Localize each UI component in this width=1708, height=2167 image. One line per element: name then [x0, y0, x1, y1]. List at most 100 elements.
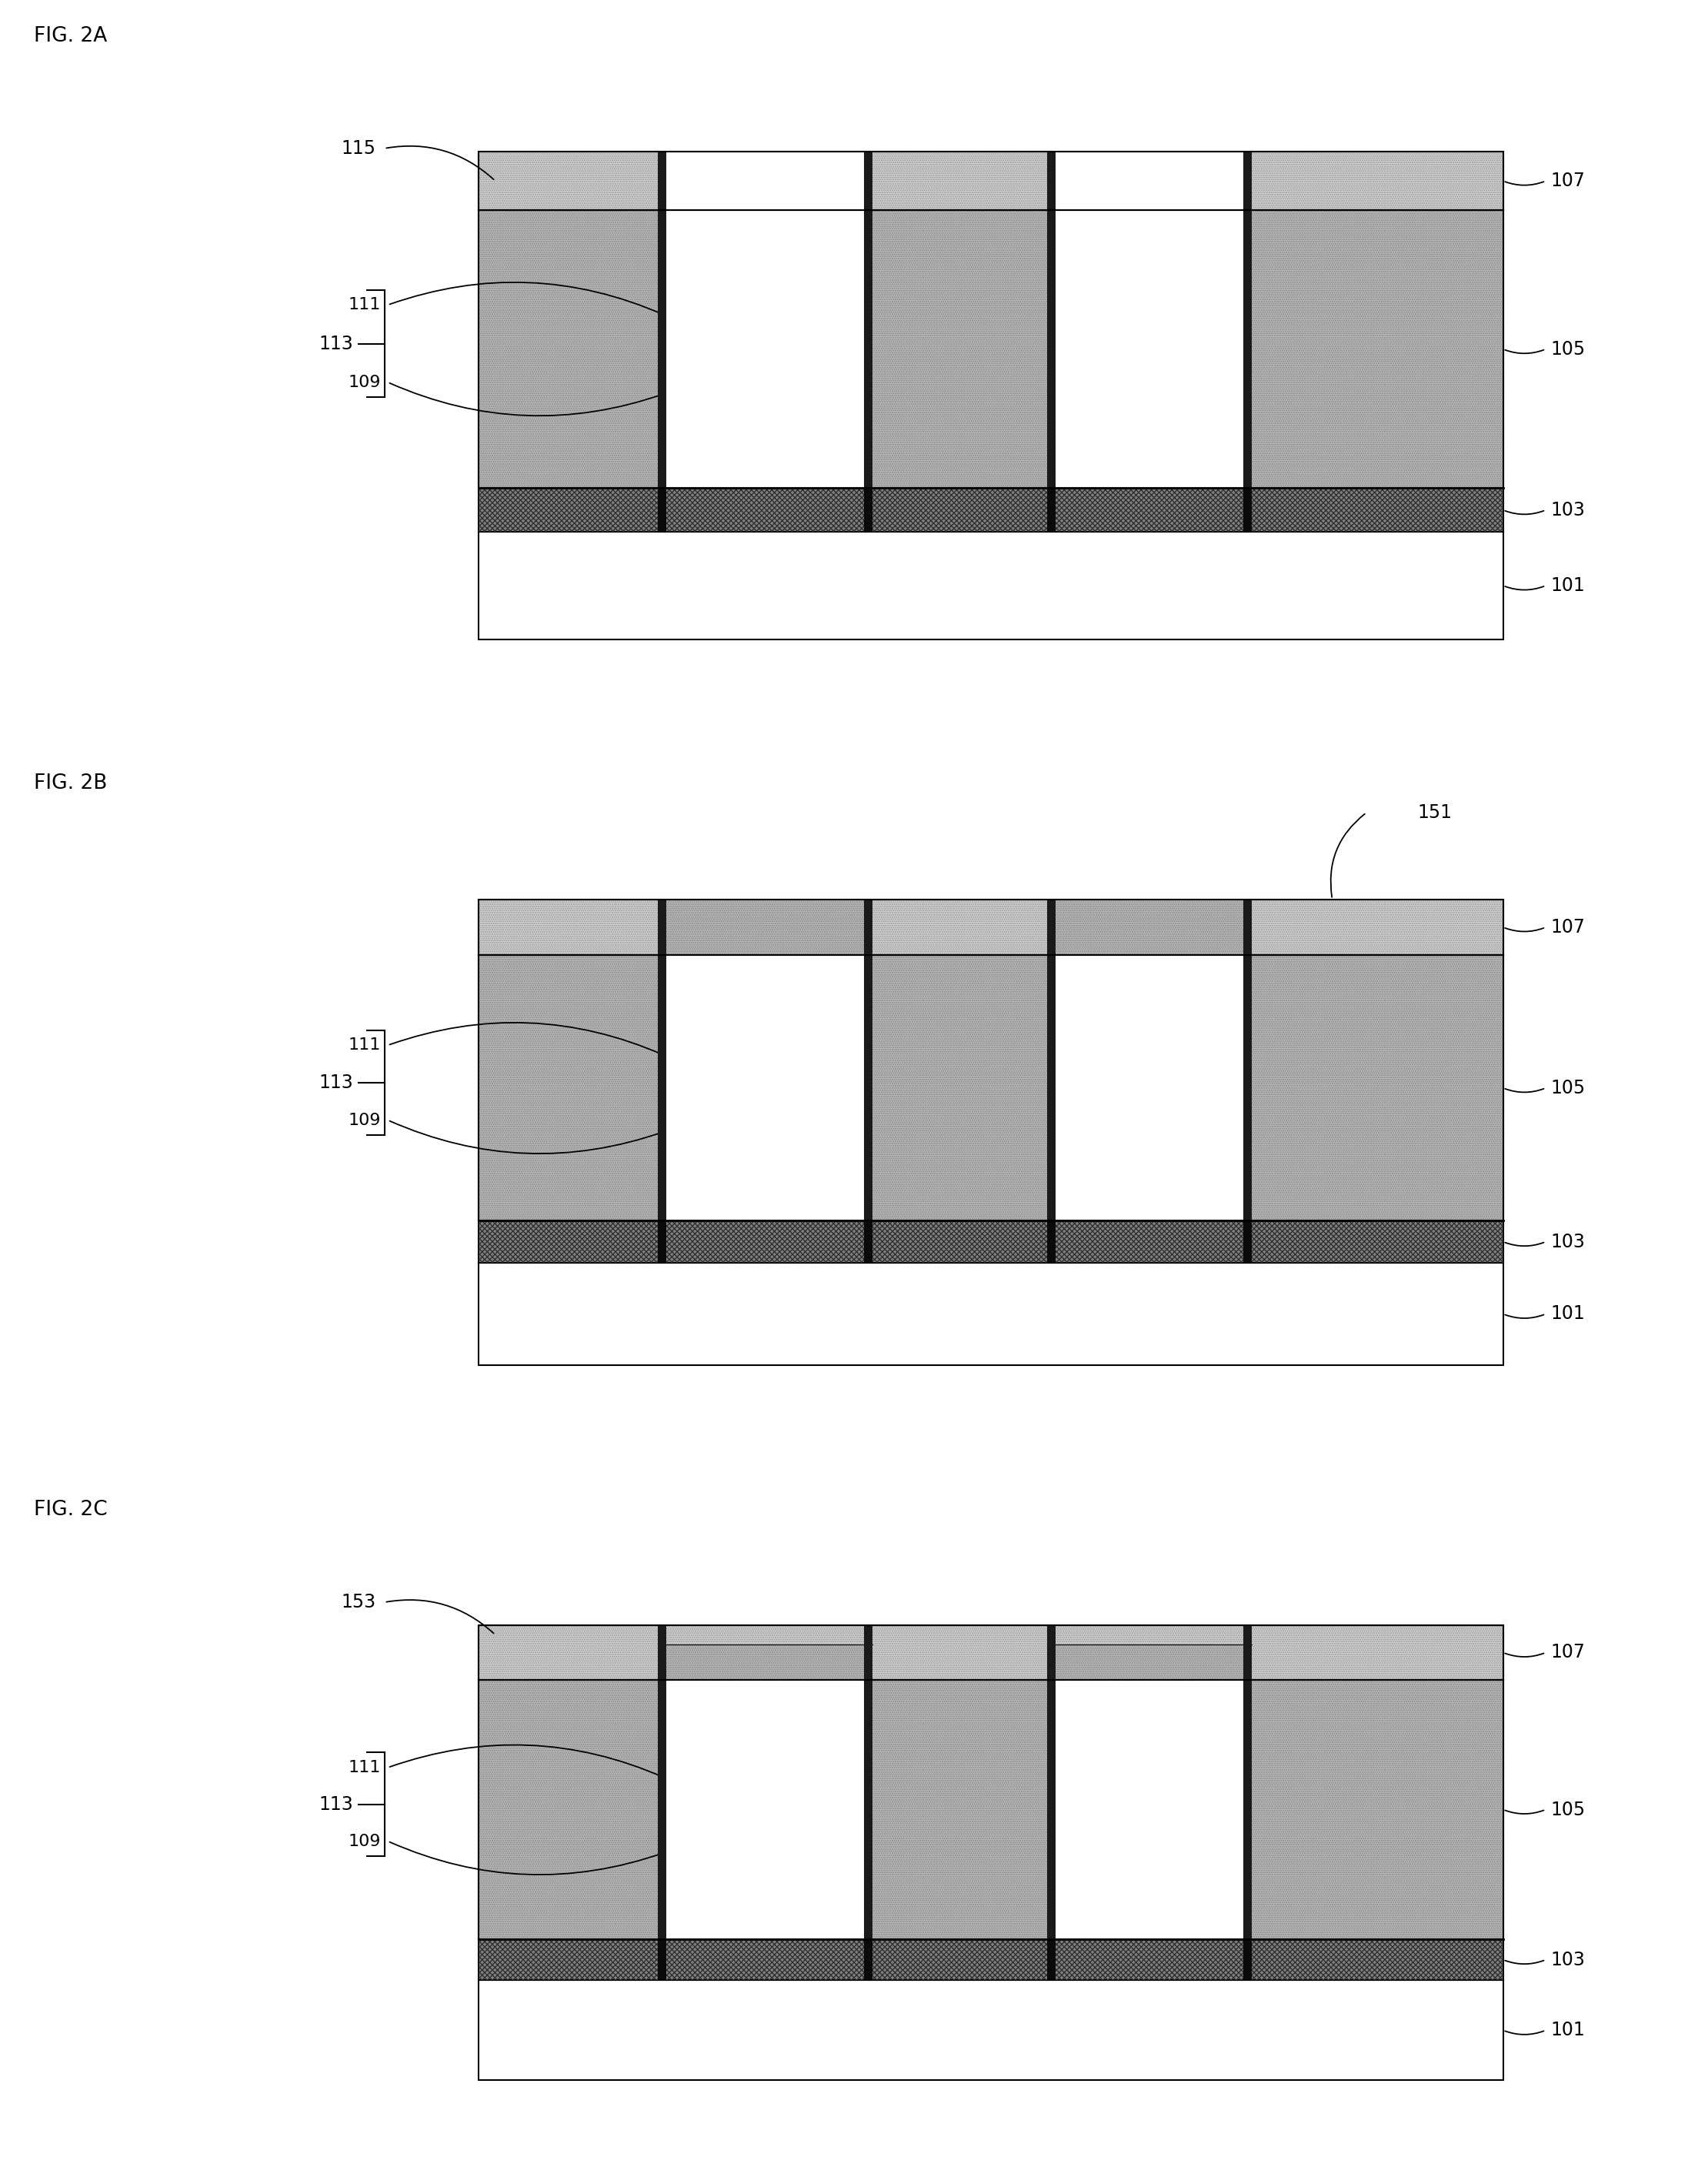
Bar [658, 1679, 666, 1939]
Text: 107: 107 [1551, 919, 1585, 936]
Bar [1047, 1625, 1252, 1645]
Bar [658, 1939, 666, 1981]
Bar [1047, 488, 1056, 531]
Bar [478, 1625, 1503, 1679]
Bar [658, 1645, 873, 1679]
Bar [658, 1625, 666, 1679]
Bar [658, 1679, 873, 1939]
Bar [658, 956, 873, 1220]
Bar [478, 899, 1503, 956]
Bar [478, 531, 1503, 639]
Text: 151: 151 [1418, 804, 1452, 821]
Text: 105: 105 [1551, 1079, 1585, 1097]
Text: 105: 105 [1551, 1801, 1585, 1818]
Bar [658, 152, 666, 210]
Bar [1047, 1625, 1056, 1679]
Text: 107: 107 [1551, 1643, 1585, 1662]
Bar [1047, 210, 1252, 488]
Bar [658, 956, 666, 1220]
Bar [478, 210, 1503, 488]
Bar [864, 956, 873, 1220]
Bar [478, 1679, 1503, 1939]
Bar [478, 956, 1503, 1220]
Bar [478, 1939, 1503, 1981]
Bar [1047, 956, 1252, 1220]
Bar [1243, 956, 1252, 1220]
Bar [658, 152, 873, 210]
Bar [478, 1220, 1503, 1263]
Bar [658, 488, 666, 531]
Bar [864, 1220, 873, 1263]
Text: 103: 103 [1551, 1233, 1585, 1250]
Text: FIG. 2A: FIG. 2A [34, 26, 108, 46]
Bar [864, 210, 873, 488]
Bar [864, 152, 873, 210]
Bar [658, 1625, 873, 1645]
Bar [864, 899, 873, 956]
Text: 109: 109 [348, 375, 381, 390]
Bar [478, 956, 1503, 1220]
Bar [1047, 899, 1252, 956]
Bar [478, 1625, 1503, 1679]
Bar [478, 1220, 1503, 1263]
Bar [1047, 152, 1056, 210]
Text: 109: 109 [348, 1833, 381, 1848]
Text: 113: 113 [319, 1073, 354, 1092]
Bar [658, 210, 873, 488]
Bar [1047, 1645, 1252, 1679]
Text: FIG. 2B: FIG. 2B [34, 774, 108, 793]
Bar [478, 1679, 1503, 1939]
Bar [478, 956, 1503, 1220]
Bar [1243, 210, 1252, 488]
Bar [658, 1645, 873, 1679]
Text: 103: 103 [1551, 501, 1585, 520]
Bar [1047, 1679, 1252, 1939]
Bar [1047, 1939, 1056, 1981]
Text: 115: 115 [342, 139, 376, 158]
Bar [1243, 1939, 1252, 1981]
Text: 113: 113 [319, 334, 354, 353]
Text: 109: 109 [348, 1112, 381, 1127]
Bar [1243, 1679, 1252, 1939]
Bar [478, 1981, 1503, 2080]
Text: 105: 105 [1551, 340, 1585, 358]
Bar [1047, 1679, 1056, 1939]
Bar [1047, 1645, 1252, 1679]
Bar [478, 210, 1503, 488]
Bar [1047, 210, 1056, 488]
Bar [1243, 152, 1252, 210]
Text: 111: 111 [348, 297, 381, 312]
Bar [864, 1679, 873, 1939]
Text: 101: 101 [1551, 576, 1585, 596]
Text: 111: 111 [348, 1760, 381, 1775]
Bar [478, 210, 1503, 488]
Bar [658, 899, 666, 956]
Bar [1243, 1625, 1252, 1679]
Bar [658, 899, 873, 956]
Bar [864, 1939, 873, 1981]
Text: 101: 101 [1551, 2022, 1585, 2039]
Bar [478, 1625, 1503, 1679]
Bar [1047, 1625, 1252, 1645]
Bar [478, 488, 1503, 531]
Bar [864, 1625, 873, 1679]
Bar [478, 488, 1503, 531]
Text: FIG. 2C: FIG. 2C [34, 1500, 108, 1519]
Bar [1243, 899, 1252, 956]
Bar [1047, 956, 1056, 1220]
Bar [478, 899, 1503, 956]
Text: 103: 103 [1551, 1950, 1585, 1970]
Text: 113: 113 [319, 1794, 354, 1814]
Bar [1047, 899, 1056, 956]
Bar [864, 488, 873, 531]
Bar [478, 899, 1503, 956]
Text: 153: 153 [342, 1593, 376, 1612]
Text: 111: 111 [348, 1038, 381, 1053]
Bar [1047, 899, 1252, 956]
Bar [1047, 152, 1252, 210]
Bar [1047, 1220, 1056, 1263]
Text: 101: 101 [1551, 1305, 1585, 1324]
Bar [478, 152, 1503, 210]
Bar [478, 152, 1503, 210]
Text: 107: 107 [1551, 171, 1585, 191]
